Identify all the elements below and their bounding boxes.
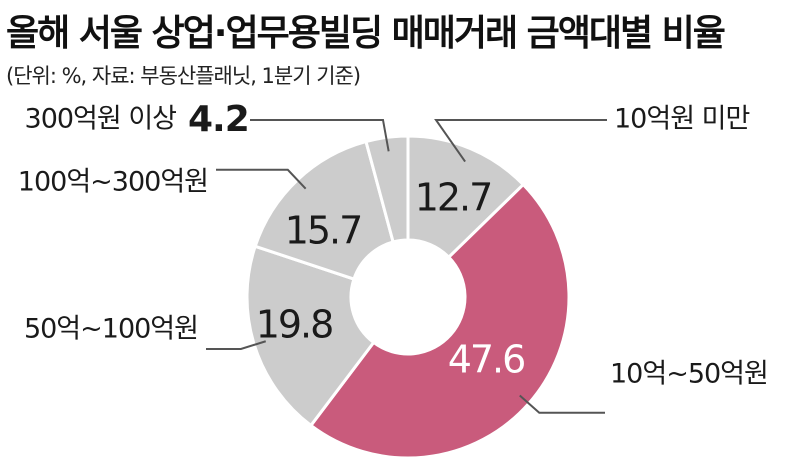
value-label: 15.7 <box>285 209 362 253</box>
category-labels: 10억원 미만 10억~50억원 50억~100억원 100억~300억원 300억원 … <box>18 104 769 390</box>
leader-lines <box>206 119 607 414</box>
value-label: 4.2 <box>188 99 249 140</box>
category-label: 10억원 미만 <box>614 104 749 135</box>
chart-subtitle: (단위: %, 자료: 부동산플래닛, 1분기 기준) <box>6 64 361 88</box>
donut-slice <box>253 139 395 281</box>
donut-slice <box>364 134 410 244</box>
leader-line <box>216 168 307 190</box>
value-labels: 12.7 47.6 19.8 15.7 4.2 <box>188 99 526 382</box>
category-label: 300억원 이상 <box>25 104 177 135</box>
category-label: 10억~50억원 <box>610 359 768 390</box>
donut-slice <box>308 182 571 457</box>
chart-title: 올해 서울 상업·업무용빌딩 매매거래 금액대별 비율 <box>6 13 726 54</box>
value-label: 47.6 <box>448 338 525 382</box>
donut-slices <box>245 134 571 457</box>
donut-slice <box>245 244 376 428</box>
value-label: 12.7 <box>415 176 492 220</box>
leader-line <box>519 394 605 414</box>
category-label: 100억~300억원 <box>18 167 208 198</box>
leader-line <box>250 119 390 152</box>
donut-slice <box>406 134 526 260</box>
value-label: 19.8 <box>256 303 333 347</box>
category-label: 50억~100억원 <box>24 314 198 345</box>
leader-line <box>206 340 267 350</box>
leader-line <box>434 119 607 163</box>
